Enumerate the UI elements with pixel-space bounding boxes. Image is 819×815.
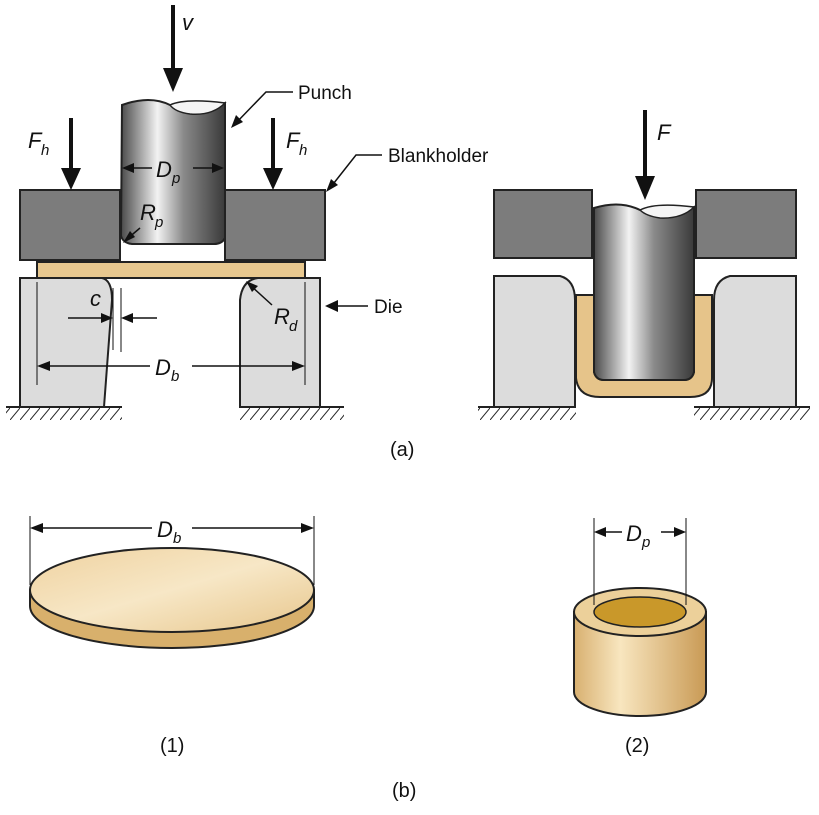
svg-text:h: h <box>299 142 307 159</box>
holding-force-label-right: F h <box>286 128 307 159</box>
clearance-dimension: c <box>68 286 157 352</box>
die-radius-label: R d <box>246 281 298 335</box>
die-right-block <box>239 277 321 408</box>
svg-text:D: D <box>156 157 172 182</box>
blankholder-leader: Blankholder <box>326 146 489 192</box>
punch-force-arrow <box>635 110 655 200</box>
drawn-cup-opening <box>593 596 687 628</box>
svg-text:D: D <box>626 521 642 546</box>
punch-cylinder <box>119 99 226 245</box>
svg-text:p: p <box>171 170 180 187</box>
svg-text:F: F <box>28 128 43 153</box>
drawn-cup-diameter-dimension: D p <box>593 518 687 605</box>
svg-text:(1): (1) <box>160 735 184 757</box>
die-left-block-right-view <box>493 275 576 408</box>
punch-radius-label: R p <box>123 200 163 243</box>
caption-b2: (2) <box>625 735 649 757</box>
velocity-label: v <box>182 10 195 35</box>
svg-text:b: b <box>173 530 181 547</box>
holding-force-arrow-left <box>61 118 81 190</box>
ground-hatching <box>6 406 344 420</box>
blankholder-right <box>224 189 326 261</box>
caption-b: (b) <box>392 780 416 802</box>
svg-text:F: F <box>657 120 672 145</box>
punch-cylinder-right-view <box>593 203 695 381</box>
svg-text:Punch: Punch <box>298 83 352 104</box>
velocity-arrow <box>163 5 183 92</box>
ground-hatching-right <box>478 406 810 420</box>
svg-text:h: h <box>41 142 49 159</box>
blankholder-right-right-view <box>695 189 797 259</box>
blank-disk-diameter-dimension: D b <box>29 516 315 585</box>
punch-leader: Punch <box>231 83 352 128</box>
svg-text:(a): (a) <box>390 439 414 461</box>
blank-disk: D b <box>29 516 315 649</box>
svg-text:R: R <box>274 304 290 329</box>
svg-text:d: d <box>289 318 298 335</box>
punch-diameter-dimension: D p <box>122 157 224 187</box>
svg-text:D: D <box>157 517 173 542</box>
blank-diameter-dimension: D b <box>36 282 306 385</box>
svg-text:(2): (2) <box>625 735 649 757</box>
caption-b1: (1) <box>160 735 184 757</box>
svg-text:p: p <box>641 534 650 551</box>
svg-text:(b): (b) <box>392 780 416 802</box>
punch-top-rim-right-view <box>638 204 696 219</box>
caption-a: (a) <box>390 439 414 461</box>
holding-force-label-left: F h <box>28 128 49 159</box>
punch-top-rim <box>168 100 227 116</box>
svg-text:c: c <box>90 286 101 311</box>
setup-during-drawing: F <box>478 110 810 420</box>
svg-text:F: F <box>286 128 301 153</box>
die-right-block-right-view <box>713 275 797 408</box>
die-leader: Die <box>325 297 403 318</box>
holding-force-arrow-right <box>263 118 283 190</box>
setup-before-drawing: v F h F h D p R p <box>6 5 489 420</box>
svg-text:Die: Die <box>374 297 403 318</box>
blankholder-left <box>19 189 121 261</box>
drawn-cup-body <box>573 611 707 717</box>
svg-text:R: R <box>140 200 156 225</box>
svg-text:v: v <box>182 10 195 35</box>
svg-text:Blankholder: Blankholder <box>388 146 489 167</box>
blankholder-left-right-view <box>493 189 593 259</box>
drawn-cup: D p <box>573 518 707 717</box>
blank-sheet <box>36 261 306 279</box>
svg-text:p: p <box>154 214 163 231</box>
svg-text:b: b <box>171 368 179 385</box>
blank-disk-top <box>29 547 315 633</box>
svg-text:D: D <box>155 355 171 380</box>
punch-force-label: F <box>657 120 672 145</box>
